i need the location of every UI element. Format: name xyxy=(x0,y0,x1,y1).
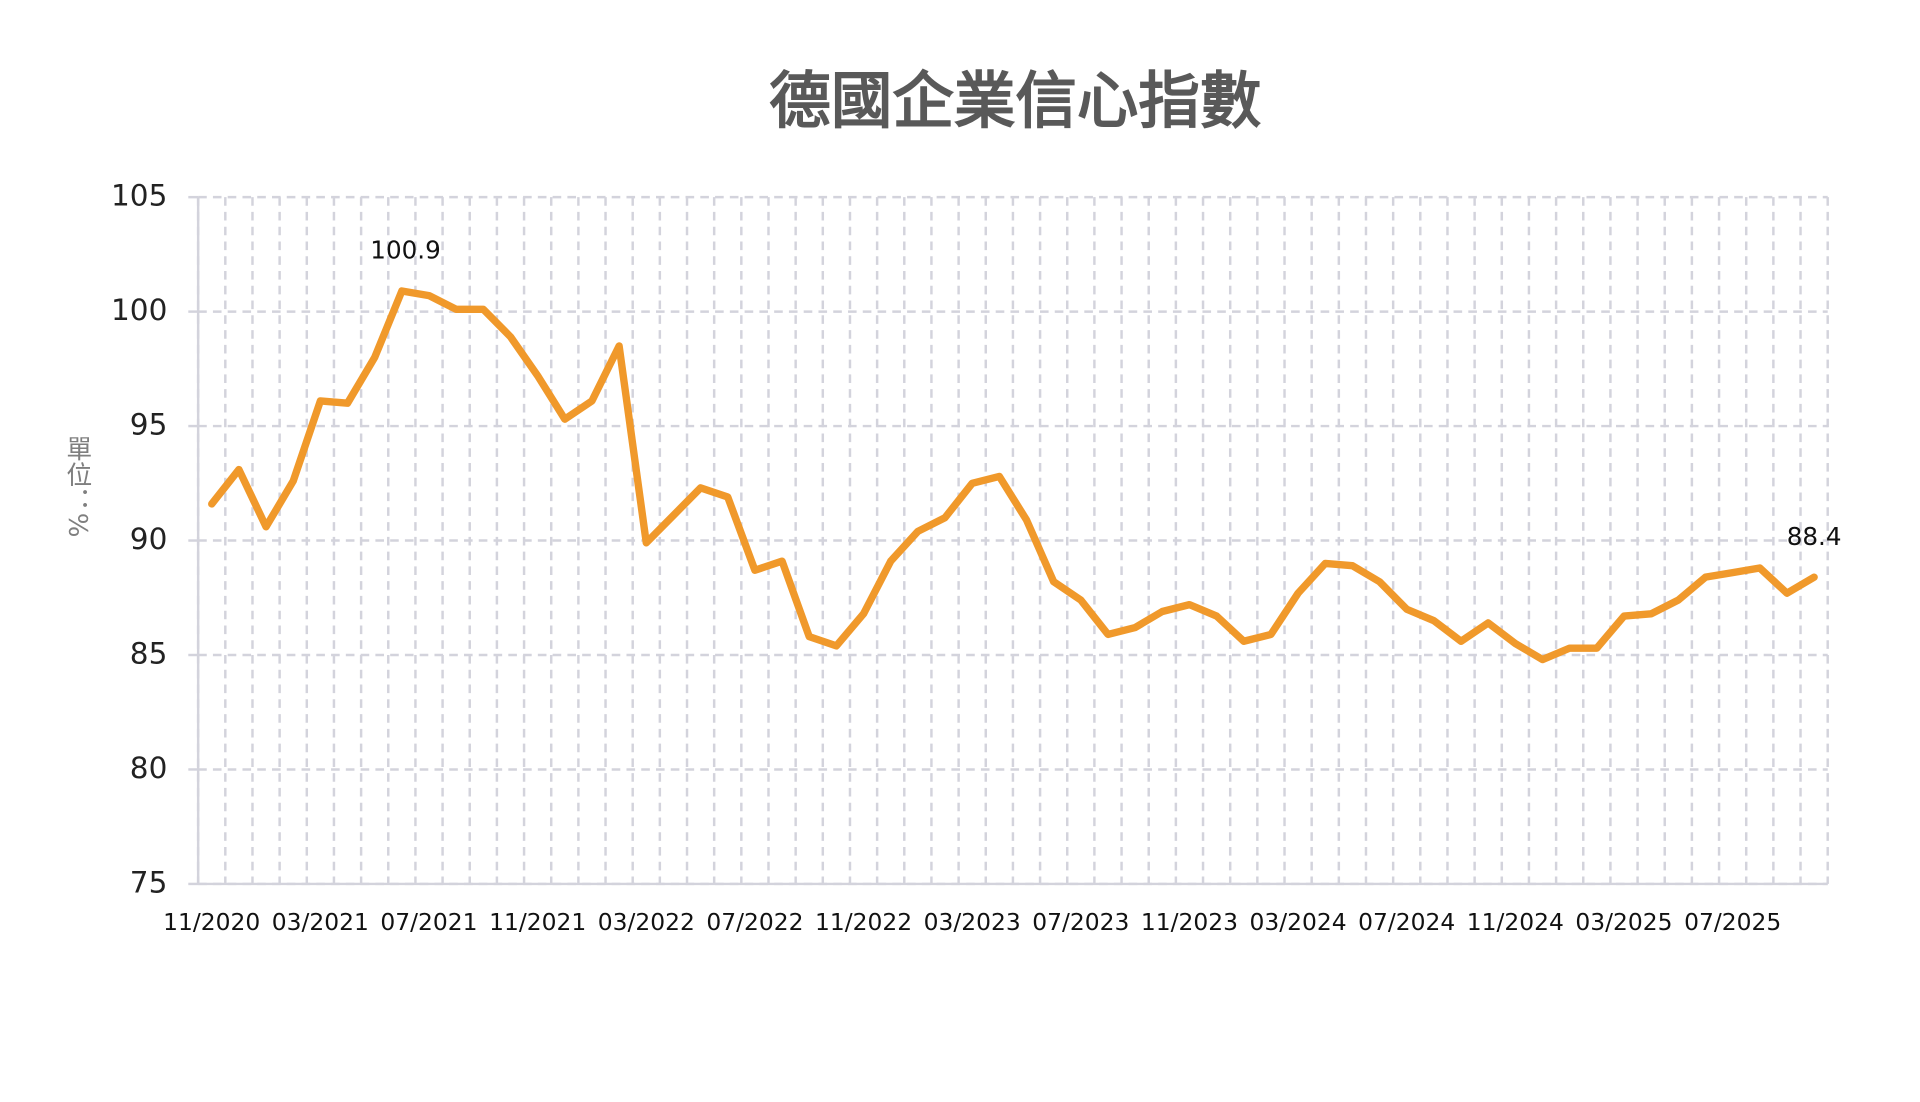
x-tick-label: 07/2021 xyxy=(380,908,477,936)
y-tick-label: 105 xyxy=(111,179,167,213)
chart-title: 德國企業信心指數 xyxy=(769,65,1262,137)
x-tick-label: 03/2023 xyxy=(924,908,1021,936)
x-tick-label: 11/2021 xyxy=(489,908,586,936)
y-tick-label: 95 xyxy=(130,408,168,442)
y-tick-label: 90 xyxy=(130,522,168,556)
x-tick-label: 07/2022 xyxy=(706,908,803,936)
x-tick-label: 03/2021 xyxy=(272,908,369,936)
x-tick-label: 03/2025 xyxy=(1575,908,1672,936)
data-label: 88.4 xyxy=(1787,522,1842,551)
y-tick-label: 75 xyxy=(130,865,168,899)
x-tick-label: 07/2024 xyxy=(1358,908,1455,936)
y-tick-label: 100 xyxy=(111,293,167,327)
data-line xyxy=(208,287,1818,664)
x-tick-label: 03/2024 xyxy=(1250,908,1347,936)
x-tick-label: 11/2022 xyxy=(815,908,912,936)
x-tick-label: 11/2023 xyxy=(1141,908,1238,936)
x-tick-label: 11/2020 xyxy=(163,908,260,936)
x-tick-label: 03/2022 xyxy=(598,908,695,936)
y-tick-label: 80 xyxy=(130,751,168,785)
x-tick-label: 11/2024 xyxy=(1467,908,1564,936)
data-label: 100.9 xyxy=(370,236,440,265)
y-tick-label: 85 xyxy=(130,636,168,670)
y-axis-label: 單位：% xyxy=(62,435,92,537)
x-tick-label: 07/2023 xyxy=(1032,908,1129,936)
x-tick-label: 07/2025 xyxy=(1684,908,1781,936)
